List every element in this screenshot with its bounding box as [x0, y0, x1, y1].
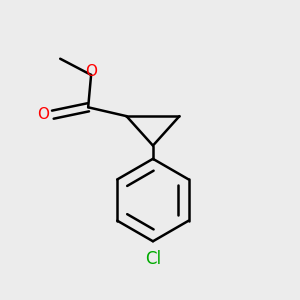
Text: O: O — [85, 64, 97, 79]
Text: Cl: Cl — [145, 250, 161, 268]
Text: O: O — [38, 107, 50, 122]
